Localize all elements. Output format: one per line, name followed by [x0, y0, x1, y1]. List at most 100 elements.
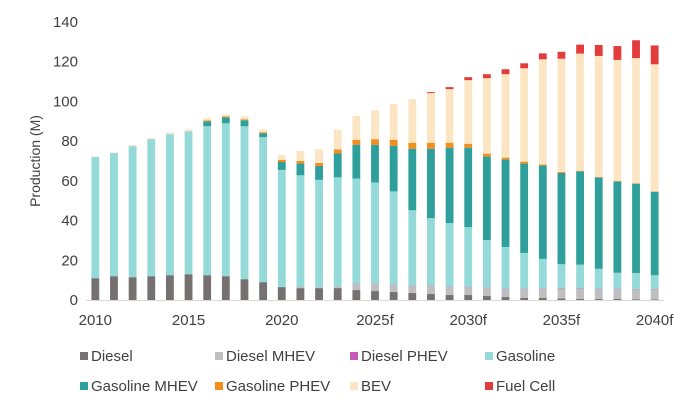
- bar-segment-gasoline-phev-2020: [277, 160, 286, 162]
- bar-segment-gasoline-mhev-2020: [277, 161, 286, 170]
- bar-segment-diesel-mhev-2040f: [650, 289, 659, 300]
- bar-segment-diesel-2010: [91, 278, 100, 300]
- bar-segment-gasoline-mhev-2039f: [632, 183, 640, 273]
- legend-label: Fuel Cell: [496, 378, 555, 395]
- bar-segment-gasoline-phev-2030f: [464, 143, 473, 148]
- bar-segment-diesel-mhev-2037f: [594, 289, 603, 300]
- bar-segment-gasoline-2021: [296, 175, 305, 287]
- x-tick-label: 2010: [79, 312, 112, 329]
- bar-segment-diesel-mhev-2034f: [538, 289, 547, 299]
- bar-segment-gasoline-phev-2022: [315, 162, 323, 166]
- bar-segment-gasoline-mhev-2019: [259, 133, 268, 138]
- bar-segment-diesel-mhev-2027f: [408, 286, 417, 294]
- bar-segment-diesel-2033f: [520, 298, 529, 300]
- bar-segment-diesel-2024: [352, 290, 361, 300]
- bar-segment-gasoline-mhev-2037f: [594, 177, 603, 269]
- bar-segment-bev-2021: [296, 151, 305, 161]
- bar-segment-gasoline-2031f: [482, 240, 491, 288]
- bar-segment-bev-2020: [277, 155, 286, 160]
- bar-segment-bev-2034f: [538, 59, 547, 165]
- bar-segment-gasoline-phev-2031f: [482, 153, 491, 157]
- bar-segment-fuel-cell-2036f: [576, 44, 585, 54]
- legend-item-diesel-phev: Diesel PHEV: [350, 348, 448, 365]
- bar-segment-gasoline-mhev-2026f: [389, 145, 398, 192]
- legend-item-fuel-cell: Fuel Cell: [485, 378, 555, 395]
- legend-swatch: [215, 352, 223, 360]
- x-tick-label: 2030f: [449, 312, 487, 329]
- bar-segment-diesel-2019: [259, 282, 268, 300]
- legend-swatch: [485, 382, 493, 390]
- y-tick-label: 100: [53, 93, 78, 110]
- bar-segment-gasoline-mhev-2018: [240, 120, 249, 127]
- bar-segment-diesel-2036f: [576, 298, 585, 300]
- bar-segment-diesel-mhev-2029f: [445, 287, 454, 296]
- legend-swatch: [80, 382, 88, 390]
- bar-segment-diesel-mhev-2035f: [557, 288, 566, 299]
- bar-segment-diesel-2023: [333, 288, 342, 300]
- bar-segment-fuel-cell-2029f: [445, 87, 454, 90]
- y-tick-label: 140: [53, 14, 78, 31]
- bar-segment-bev-2012: [128, 145, 137, 147]
- x-tick-label: 2035f: [543, 312, 581, 329]
- bar-segment-gasoline-mhev-2033f: [520, 163, 529, 253]
- bar-segment-fuel-cell-2030f: [464, 77, 473, 81]
- x-tick-label: 2025f: [356, 312, 394, 329]
- bar-segment-bev-2019: [259, 129, 268, 133]
- y-tick-label: 0: [70, 292, 78, 309]
- bar-segment-gasoline-2028f: [427, 218, 435, 286]
- bar-segment-diesel-2022: [315, 288, 323, 300]
- bar-segment-bev-2036f: [576, 53, 585, 171]
- bar-segment-bev-2013: [147, 138, 156, 140]
- bar-segment-bev-2014: [165, 132, 174, 135]
- legend-swatch: [350, 352, 358, 360]
- bar-segment-gasoline-mhev-2040f: [650, 191, 659, 276]
- bar-segment-fuel-cell-2031f: [482, 74, 491, 79]
- bar-segment-gasoline-mhev-2022: [315, 165, 323, 180]
- bar-segment-gasoline-phev-2018: [240, 119, 249, 121]
- bar-segment-bev-2015: [184, 129, 193, 132]
- bar-segment-diesel-2026f: [389, 292, 398, 300]
- bar-segment-bev-2016: [203, 118, 212, 121]
- bar-segment-fuel-cell-2035f: [557, 51, 566, 59]
- bar-segment-diesel-2027f: [408, 293, 417, 300]
- bar-segment-fuel-cell-2037f: [594, 45, 603, 56]
- bar-segment-bev-2026f: [389, 104, 398, 140]
- bar-segment-bev-2037f: [594, 55, 603, 178]
- legend-label: Diesel MHEV: [226, 348, 315, 365]
- legend-label: Gasoline PHEV: [226, 378, 330, 395]
- bar-segment-gasoline-mhev-2023: [333, 153, 342, 178]
- bar-segment-diesel-mhev-2025f: [371, 284, 379, 292]
- legend-item-bev: BEV: [350, 378, 391, 395]
- bar-segment-diesel-2028f: [427, 294, 435, 300]
- legend-item-gasoline: Gasoline: [485, 348, 555, 365]
- legend-label: Diesel: [91, 348, 133, 365]
- bar-segment-diesel-mhev-2039f: [632, 289, 640, 300]
- bar-segment-gasoline-2015: [184, 131, 193, 275]
- bar-segment-gasoline-2010: [91, 157, 100, 279]
- bar-segment-gasoline-2035f: [557, 264, 566, 289]
- bar-segment-diesel-2030f: [464, 295, 473, 300]
- bar-segment-diesel-mhev-2031f: [482, 288, 491, 297]
- x-tick-label: 2015: [172, 312, 205, 329]
- bar-segment-gasoline-2038f: [613, 272, 622, 289]
- bar-segment-diesel-2020: [277, 287, 286, 300]
- legend-item-diesel: Diesel: [80, 348, 133, 365]
- bar-segment-diesel-2034f: [538, 298, 547, 300]
- bar-segment-diesel-2018: [240, 279, 249, 300]
- bar-segment-diesel-2040f: [650, 299, 659, 300]
- bar-segment-bev-2032f: [501, 74, 510, 158]
- bar-segment-bev-2027f: [408, 99, 417, 143]
- bar-segment-diesel-2029f: [445, 295, 454, 300]
- legend-item-gasoline-mhev: Gasoline MHEV: [80, 378, 198, 395]
- bar-segment-gasoline-mhev-2017: [221, 117, 230, 124]
- legend-label: Diesel PHEV: [361, 348, 448, 365]
- bar-segment-diesel-mhev-2023: [333, 286, 342, 289]
- bar-segment-diesel-2038f: [613, 299, 622, 300]
- bar-segment-gasoline-2018: [240, 126, 249, 280]
- bar-segment-diesel-mhev-2036f: [576, 288, 585, 299]
- bar-segment-diesel-mhev-2024: [352, 284, 361, 291]
- bar-segment-gasoline-phev-2035f: [557, 171, 566, 173]
- bar-segment-diesel-2012: [128, 277, 137, 300]
- bar-segment-gasoline-2029f: [445, 223, 454, 287]
